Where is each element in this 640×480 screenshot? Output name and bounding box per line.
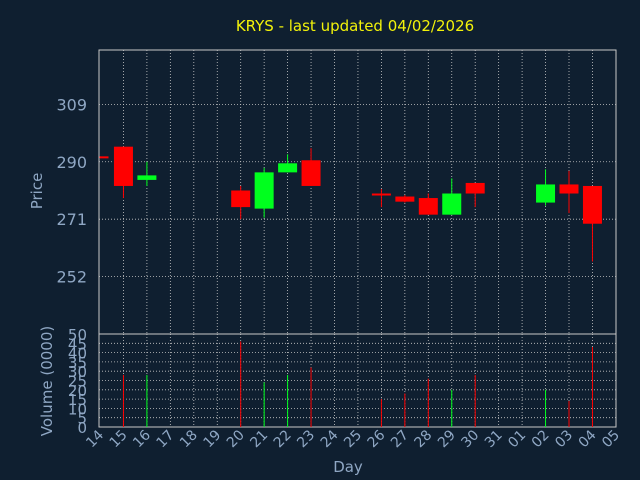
x-tick-label: 16 [130, 427, 154, 451]
volume-tick-label: 10 [68, 400, 87, 418]
price-tick-label: 309 [56, 95, 87, 114]
x-tick-label: 25 [341, 427, 365, 451]
candle-body [442, 193, 462, 215]
candle-body [536, 184, 556, 203]
candle-body [113, 146, 133, 186]
candle-body [137, 175, 157, 180]
x-tick-label: 15 [107, 427, 131, 451]
volume-tick-label: 0 [77, 419, 87, 437]
x-tick-label: 27 [388, 427, 412, 451]
price-tick-label: 252 [56, 268, 87, 287]
volume-tick-label: 30 [68, 363, 87, 381]
volume-tick-label: 5 [77, 410, 87, 428]
x-axis-label: Day [333, 458, 363, 476]
x-tick-label: 17 [154, 427, 178, 451]
x-tick-label: 31 [482, 427, 506, 451]
x-tick-label: 18 [177, 427, 201, 451]
x-tick-label: 03 [552, 427, 576, 451]
volume-tick-label: 15 [68, 391, 87, 409]
volume-tick-label: 35 [68, 354, 87, 372]
candle-body [231, 190, 251, 208]
price-tick-label: 271 [56, 210, 87, 229]
x-tick-label: 19 [200, 427, 224, 451]
volume-tick-label: 40 [68, 345, 87, 363]
x-tick-label: 26 [365, 427, 389, 451]
volume-axis-label: Volume (0000) [38, 326, 56, 436]
volume-tick-label: 50 [68, 326, 87, 344]
price-axis-label: Price [28, 173, 46, 210]
candle-body [418, 198, 438, 215]
x-tick-label: 29 [435, 427, 459, 451]
candle-body [465, 182, 485, 194]
x-tick-label: 02 [529, 427, 553, 451]
x-tick-label: 04 [576, 427, 600, 451]
x-tick-label: 01 [505, 427, 529, 451]
x-tick-label: 20 [224, 427, 248, 451]
candle-body [559, 184, 579, 194]
candle-body [395, 196, 415, 202]
candle-body [278, 163, 298, 173]
x-tick-label: 22 [271, 427, 295, 451]
x-tick-label: 30 [458, 427, 482, 451]
volume-tick-label: 20 [68, 382, 87, 400]
chart-title: KRYS - last updated 04/02/2026 [236, 17, 474, 35]
candle-body [254, 172, 274, 209]
x-tick-label: 05 [599, 427, 623, 451]
price-tick-label: 290 [56, 153, 87, 172]
candle-body [582, 185, 602, 224]
x-axis: 14 15 16 17 18 19 20 21 22 23 24 25 26 27 28 29 30 31 01 02… [83, 427, 623, 451]
candle-body [100, 156, 109, 159]
price-panel-frame [98, 49, 617, 335]
x-tick-label: 21 [247, 427, 271, 451]
volume-tick-label: 25 [68, 373, 87, 391]
price-panel: 252 271 290 309 [56, 49, 617, 335]
candle-body [301, 160, 321, 186]
x-tick-label: 23 [294, 427, 318, 451]
x-tick-label: 24 [318, 427, 342, 451]
candle-body [371, 193, 391, 196]
x-tick-label: 28 [412, 427, 436, 451]
volume-tick-label: 45 [68, 335, 87, 353]
